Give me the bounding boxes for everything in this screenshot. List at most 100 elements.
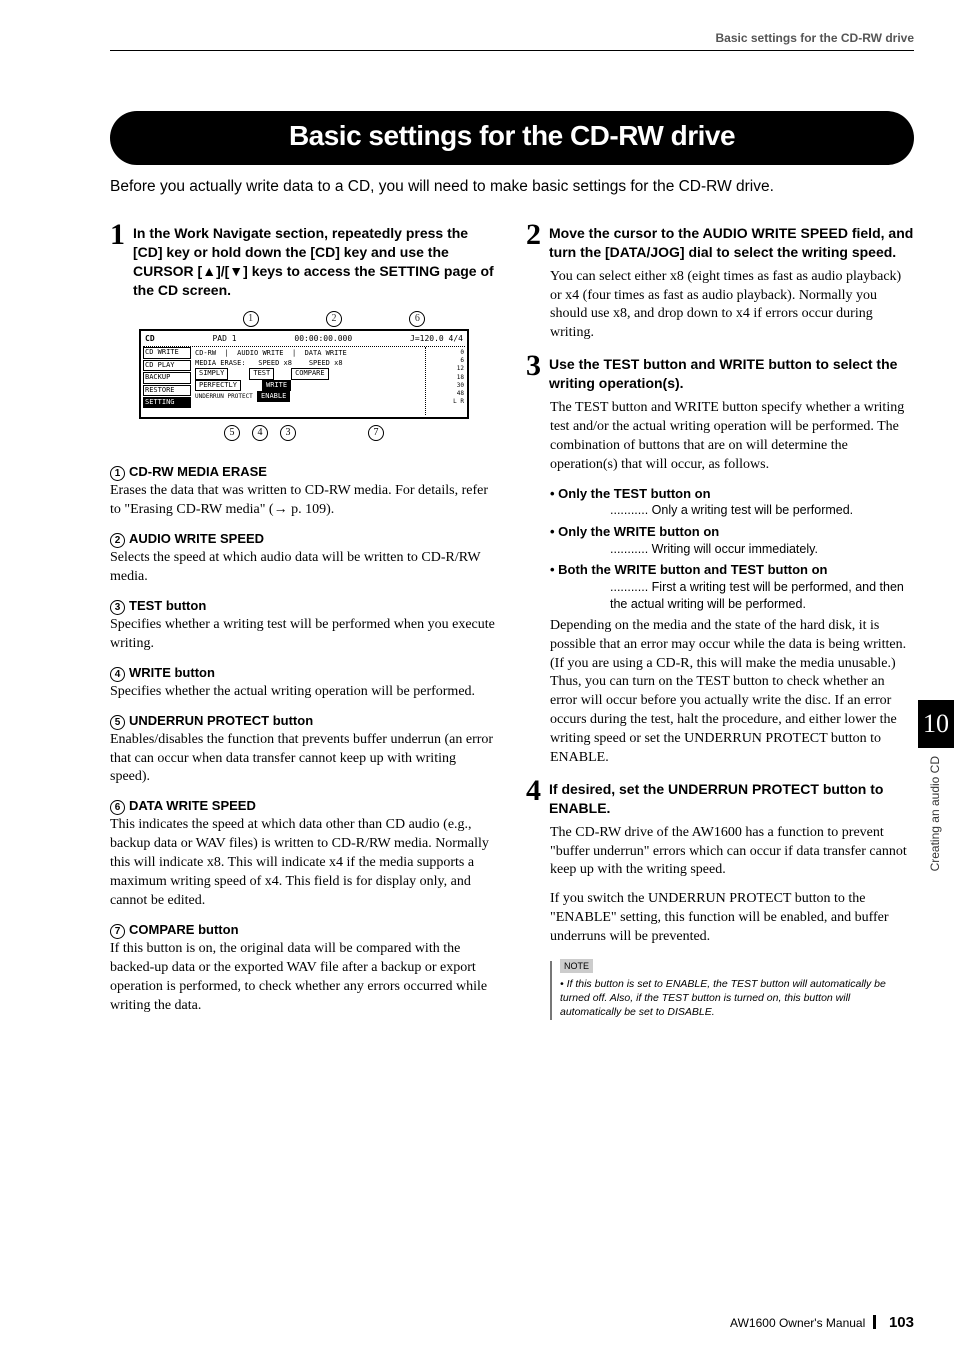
callout-circle: 1 [243, 311, 259, 327]
item-heading: 3TEST button [110, 597, 498, 615]
item-body: Specifies whether a writing test will be… [110, 616, 498, 654]
section-banner: Basic settings for the CD-RW drive [110, 111, 914, 165]
intro-paragraph: Before you actually write data to a CD, … [110, 177, 914, 198]
running-header: Basic settings for the CD-RW drive [110, 30, 914, 46]
callout-circle: 7 [368, 425, 384, 441]
step-body: The TEST button and WRITE button specify… [550, 399, 914, 475]
page-number: 103 [889, 1314, 914, 1331]
item-body: Selects the speed at which audio data wi… [110, 549, 498, 587]
footer-divider [873, 1315, 876, 1329]
bullet-heading: Only the WRITE button on [550, 523, 914, 541]
item-body: Specifies whether the actual writing ope… [110, 683, 498, 702]
bullet-desc: ........... First a writing test will be… [550, 579, 914, 613]
btn-perfectly: PERFECTLY [195, 380, 241, 391]
step-number: 4 [526, 776, 541, 806]
callout-circle: 4 [252, 425, 268, 441]
lcd-panel: CD PAD 1 00:00:00.000 J=120.0 4/4 CD WRI… [139, 329, 469, 419]
item-circle: 3 [110, 600, 125, 615]
meter-val: 30 [427, 382, 464, 390]
bullet-heading: Both the WRITE button and TEST button on [550, 561, 914, 579]
btn-simply: SIMPLY [195, 368, 228, 379]
nav-setting: SETTING [143, 397, 191, 408]
bullet-desc: ........... Only a writing test will be … [550, 502, 914, 519]
item-circle: 2 [110, 533, 125, 548]
btn-write: WRITE [262, 380, 291, 391]
step-body: Depending on the media and the state of … [550, 617, 914, 768]
note-label: NOTE [560, 959, 593, 973]
meter-lr: L R [427, 398, 464, 406]
header-rule [110, 50, 914, 51]
item-circle: 1 [110, 466, 125, 481]
time-counter: 00:00:00.000 [294, 334, 352, 345]
lcd-nav: CD WRITE CD PLAY BACKUP RESTORE SETTING [143, 347, 191, 415]
left-column: 1 In the Work Navigate section, repeated… [110, 222, 498, 1020]
step-number: 3 [526, 351, 541, 381]
step-text: If desired, set the UNDERRUN PROTECT but… [549, 778, 914, 818]
step-1: 1 In the Work Navigate section, repeated… [110, 222, 498, 300]
level-meter: 0 6 12 18 30 48 L R [425, 347, 465, 415]
meter-val: 18 [427, 374, 464, 382]
bullet-list: Only the TEST button on........... Only … [526, 485, 914, 613]
item-heading: 6DATA WRITE SPEED [110, 797, 498, 815]
bullet-item: Both the WRITE button and TEST button on… [550, 561, 914, 612]
item-circle: 5 [110, 715, 125, 730]
step-number: 1 [110, 220, 125, 250]
bullet-item: Only the TEST button on........... Only … [550, 485, 914, 519]
pad-indicator: PAD 1 [212, 334, 236, 345]
chapter-number: 10 [918, 700, 954, 748]
nav-backup: BACKUP [143, 372, 191, 383]
callout-circle: 2 [326, 311, 342, 327]
meter-val: 0 [427, 349, 464, 357]
meter-val: 6 [427, 357, 464, 365]
step-text: Use the TEST button and WRITE button to … [549, 353, 914, 393]
item-heading: 7COMPARE button [110, 921, 498, 939]
audiowrite-label: AUDIO WRITE [237, 349, 283, 357]
item-body: If this button is on, the original data … [110, 940, 498, 1016]
item-list: 1CD-RW MEDIA ERASEErases the data that w… [110, 463, 498, 1015]
step-3: 3 Use the TEST button and WRITE button t… [526, 353, 914, 393]
dataspeed: SPEED x8 [309, 359, 343, 367]
item-body: Enables/disables the function that preve… [110, 731, 498, 788]
callout-circle: 5 [224, 425, 240, 441]
item-body: This indicates the speed at which data o… [110, 816, 498, 910]
nav-cdwrite: CD WRITE [143, 347, 191, 358]
bullet-item: Only the WRITE button on........... Writ… [550, 523, 914, 557]
chapter-title: Creating an audio CD [918, 748, 952, 879]
cdrw-label: CD-RW [195, 349, 216, 357]
item-heading: 5UNDERRUN PROTECT button [110, 712, 498, 730]
callout-circle: 3 [280, 425, 296, 441]
underrun-label: UNDERRUN PROTECT [195, 393, 253, 400]
tempo-display: J=120.0 4/4 [410, 334, 463, 345]
item-heading: 1CD-RW MEDIA ERASE [110, 463, 498, 481]
right-column: 2 Move the cursor to the AUDIO WRITE SPE… [526, 222, 914, 1020]
item-circle: 6 [110, 800, 125, 815]
item-circle: 4 [110, 667, 125, 682]
btn-enable: ENABLE [257, 391, 290, 402]
step-text: In the Work Navigate section, repeatedly… [133, 222, 498, 300]
bullet-desc: ........... Writing will occur immediate… [550, 541, 914, 558]
device-screenshot: 1 2 6 CD PAD 1 00:00:00.000 J=120.0 4/4 … [139, 311, 469, 441]
audiospeed: SPEED x8 [258, 359, 292, 367]
nav-cdplay: CD PLAY [143, 360, 191, 371]
datawrite-label: DATA WRITE [305, 349, 347, 357]
step-text: Move the cursor to the AUDIO WRITE SPEED… [549, 222, 914, 262]
step-body: The CD-RW drive of the AW1600 has a func… [550, 824, 914, 881]
mediaerase-label: MEDIA ERASE: [195, 359, 246, 367]
bullet-heading: Only the TEST button on [550, 485, 914, 503]
note-text: • If this button is set to ENABLE, the T… [560, 978, 886, 1018]
item-heading: 2AUDIO WRITE SPEED [110, 530, 498, 548]
manual-name: AW1600 Owner's Manual [730, 1316, 865, 1330]
page-footer: AW1600 Owner's Manual 103 [730, 1313, 914, 1333]
chapter-tab: 10 Creating an audio CD [918, 700, 954, 900]
item-circle: 7 [110, 924, 125, 939]
step-body: You can select either x8 (eight times as… [550, 268, 914, 344]
nav-restore: RESTORE [143, 385, 191, 396]
meter-val: 48 [427, 390, 464, 398]
item-body: Erases the data that was written to CD-R… [110, 482, 498, 520]
item-heading: 4WRITE button [110, 664, 498, 682]
meter-val: 12 [427, 365, 464, 373]
step-2: 2 Move the cursor to the AUDIO WRITE SPE… [526, 222, 914, 262]
callout-circle: 6 [409, 311, 425, 327]
step-4: 4 If desired, set the UNDERRUN PROTECT b… [526, 778, 914, 818]
screen-title: CD [145, 334, 155, 345]
